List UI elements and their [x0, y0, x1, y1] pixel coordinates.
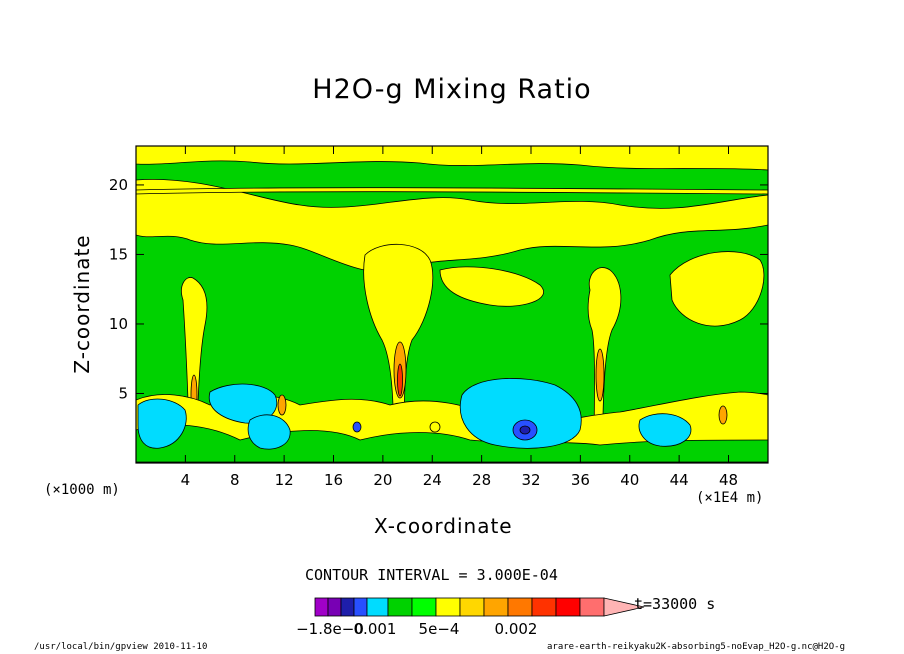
y-tick-label: 5	[118, 384, 128, 402]
x-tick-label: 40	[620, 471, 639, 489]
colorbar-swatch	[459, 597, 485, 617]
x-tick-label: 28	[472, 471, 491, 489]
upper-yellow-band	[136, 178, 768, 273]
orange-spot-x12	[277, 394, 287, 416]
x-tick-label: 4	[181, 471, 191, 489]
x-tick-label: 8	[230, 471, 240, 489]
yellow-mid-upper	[439, 266, 544, 307]
contour-interval: CONTOUR INTERVAL = 3.000E-04	[305, 566, 558, 584]
colorbar-swatch	[435, 597, 461, 617]
colorbar-swatch	[579, 597, 605, 617]
x-unit-left: (×1000 m)	[44, 482, 120, 498]
x-unit-right: (×1E4 m)	[696, 490, 764, 506]
colorbar-label: 5e−4	[419, 620, 460, 638]
plume-core-x38	[595, 348, 605, 402]
plot-frame	[135, 145, 769, 464]
plume-x38	[587, 267, 622, 463]
colorbar-swatch	[366, 597, 389, 617]
x-tick-label: 24	[423, 471, 442, 489]
yellow-right-upper	[669, 251, 765, 327]
colorbar-swatch	[507, 597, 533, 617]
top-yellow-band	[136, 146, 768, 171]
x-tick-label: 36	[571, 471, 590, 489]
colorbar-swatch	[531, 597, 557, 617]
y-tick-label: 10	[109, 315, 128, 333]
time-label: t=33000 s	[634, 595, 716, 613]
colorbar-label: 0.001	[354, 620, 397, 638]
orange-spot-x48	[718, 405, 728, 425]
colorbar-swatch	[327, 597, 342, 617]
x-tick-label: 32	[521, 471, 540, 489]
blue-spot-x18	[352, 421, 362, 433]
cyan-region-x14	[247, 414, 291, 450]
cyan-region-x42	[638, 413, 692, 447]
yellow-spot-x24	[429, 421, 441, 433]
tropopause-line	[136, 187, 768, 195]
x-tick-label: 20	[373, 471, 392, 489]
y-tick-label: 15	[109, 245, 128, 263]
x-axis-label: X-coordinate	[374, 514, 513, 538]
cyan-region-x10	[208, 383, 278, 424]
plume-x4	[181, 277, 208, 463]
cyan-region-left	[137, 398, 187, 449]
x-tick-label: 48	[719, 471, 738, 489]
footer-right: arare-earth-reikyaku2K-absorbing5-noEvap…	[547, 642, 846, 652]
contour-field	[136, 146, 768, 463]
colorbar-swatch	[353, 597, 368, 617]
colorbar-arrow	[603, 597, 645, 617]
colorbar-label: −1.8e−0	[296, 620, 364, 638]
cyan-region-x32	[460, 378, 582, 449]
colorbar: −1.8e−00.001 5e−4 0.002	[296, 597, 645, 638]
colorbar-label: 0.002	[495, 620, 538, 638]
darkblue-core-x32	[519, 425, 531, 435]
colorbar-swatch	[411, 597, 437, 617]
colorbar-swatch	[555, 597, 581, 617]
footer-left: /usr/local/bin/gpview 2010-11-10	[34, 642, 208, 652]
chart-title: H2O-g Mixing Ratio	[312, 74, 592, 105]
colorbar-swatch	[483, 597, 509, 617]
x-tick-label: 44	[670, 471, 689, 489]
plume-core-red-x21	[397, 363, 403, 397]
x-tick-label: 12	[275, 471, 294, 489]
colorbar-swatch	[387, 597, 413, 617]
y-tick-label: 20	[109, 176, 128, 194]
colorbar-swatch	[340, 597, 355, 617]
y-axis-label: Z-coordinate	[70, 234, 94, 374]
colorbar-swatch	[314, 597, 329, 617]
x-tick-label: 16	[324, 471, 343, 489]
